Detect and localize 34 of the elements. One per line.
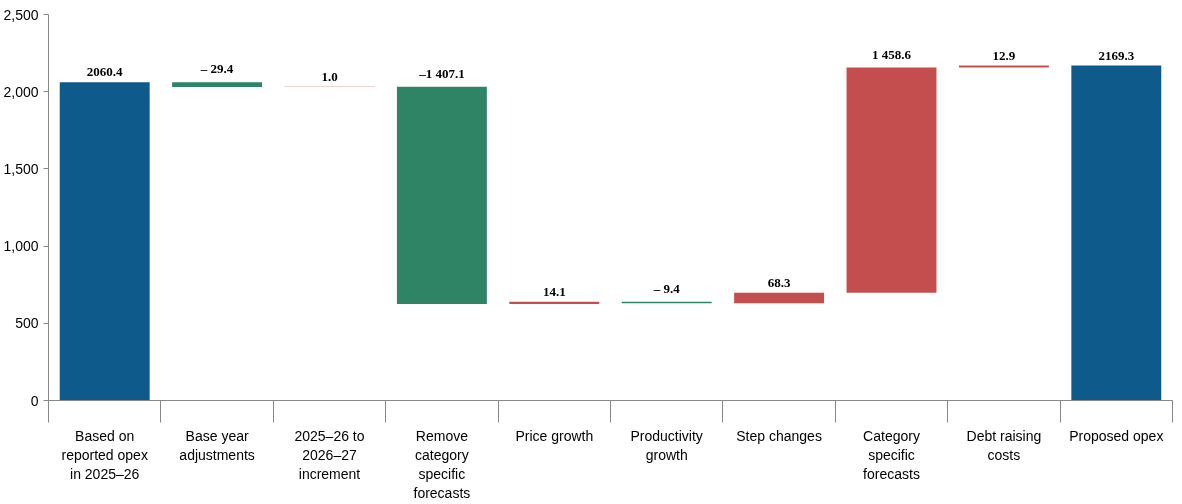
x-tick-label: Category specific forecasts	[863, 427, 920, 482]
bar	[509, 301, 600, 305]
data-label: 1.0	[321, 68, 338, 84]
x-tick-label: Base year adjustments	[179, 427, 255, 463]
data-label: 14.1	[542, 283, 566, 299]
bar	[59, 82, 150, 401]
bar	[396, 86, 487, 305]
data-label: – 29.4	[199, 61, 234, 77]
x-tick-label: Proposed opex	[1069, 427, 1164, 444]
x-tick-label: Remove category specific forecasts	[413, 427, 471, 502]
x-tick-label: Based on reported opex in 2025–26	[61, 427, 148, 482]
x-tick-label: Debt raising costs	[966, 427, 1042, 463]
x-tick-label: Step changes	[736, 427, 822, 444]
bar	[846, 67, 937, 293]
x-tick-label: Price growth	[515, 427, 594, 444]
bar	[172, 82, 263, 87]
data-label: 12.9	[992, 47, 1016, 63]
y-tick-label: 2,500	[3, 6, 39, 23]
bar	[734, 292, 825, 304]
bar	[958, 65, 1049, 68]
data-label: – 9.4	[652, 280, 681, 296]
y-tick-label: 1,000	[3, 238, 39, 255]
bar	[1071, 65, 1162, 401]
data-label: 2060.4	[86, 64, 124, 80]
x-tick-label: 2025–26 to 2026–27 increment	[294, 427, 365, 482]
y-tick-label: 500	[15, 315, 39, 332]
y-tick-label: 1,500	[3, 160, 39, 177]
data-label: 68.3	[767, 274, 791, 290]
data-label: 2169.3	[1098, 47, 1135, 63]
data-label: 1 458.6	[872, 46, 912, 62]
x-tick-label: Productivity growth	[630, 427, 703, 463]
y-tick-label: 2,000	[3, 83, 39, 100]
y-tick-label: 0	[30, 392, 39, 409]
data-label: –1 407.1	[418, 65, 465, 81]
